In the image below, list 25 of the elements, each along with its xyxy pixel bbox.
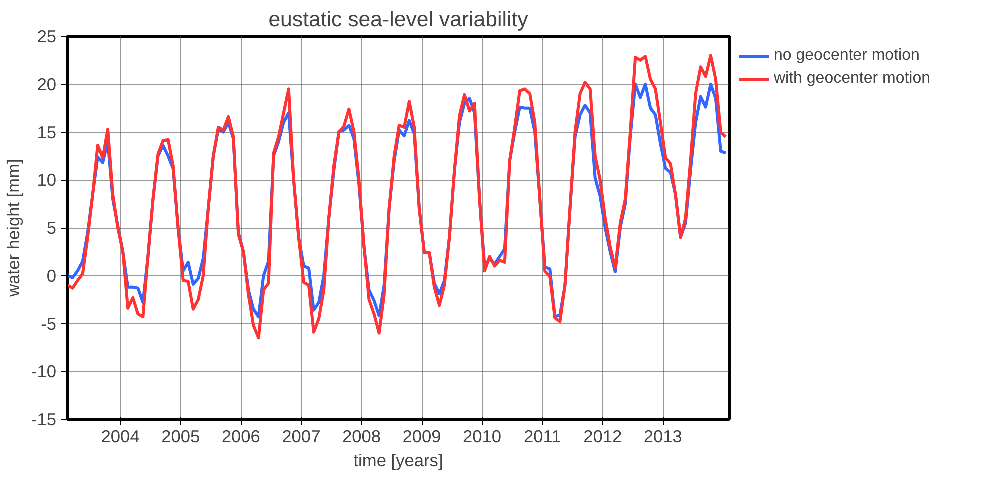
x-tick-label: 2004 [101, 426, 140, 446]
y-tick-label: -5 [41, 314, 57, 334]
y-axis-title: water height [mm] [3, 159, 24, 298]
x-tick-label: 2010 [463, 426, 502, 446]
legend-label: no geocenter motion [774, 47, 920, 65]
x-tick-label: 2013 [644, 426, 682, 446]
x-tick-label: 2006 [222, 426, 260, 446]
y-tick-label: 15 [37, 122, 57, 142]
y-tick-label: 5 [46, 218, 57, 238]
y-tick-label: -10 [31, 362, 56, 382]
y-tick-label: -15 [31, 410, 56, 430]
legend-label: with geocenter motion [774, 70, 931, 88]
y-tick-label: 10 [37, 170, 57, 190]
line-series [68, 54, 728, 340]
x-tick-label: 2012 [584, 426, 622, 446]
x-tick-label: 2005 [162, 426, 200, 446]
y-tick-label: 20 [37, 74, 57, 94]
y-tick-label: 25 [37, 26, 57, 46]
x-tick-label: 2009 [402, 426, 442, 446]
x-axis-title: time [years] [354, 450, 444, 470]
x-tick-label: 2007 [282, 426, 321, 446]
chart-title: eustatic sea-level variability [268, 8, 529, 32]
y-tick-label: 0 [46, 266, 57, 286]
x-tick-label: 2008 [342, 426, 382, 446]
x-tick-label: 2011 [524, 426, 562, 446]
